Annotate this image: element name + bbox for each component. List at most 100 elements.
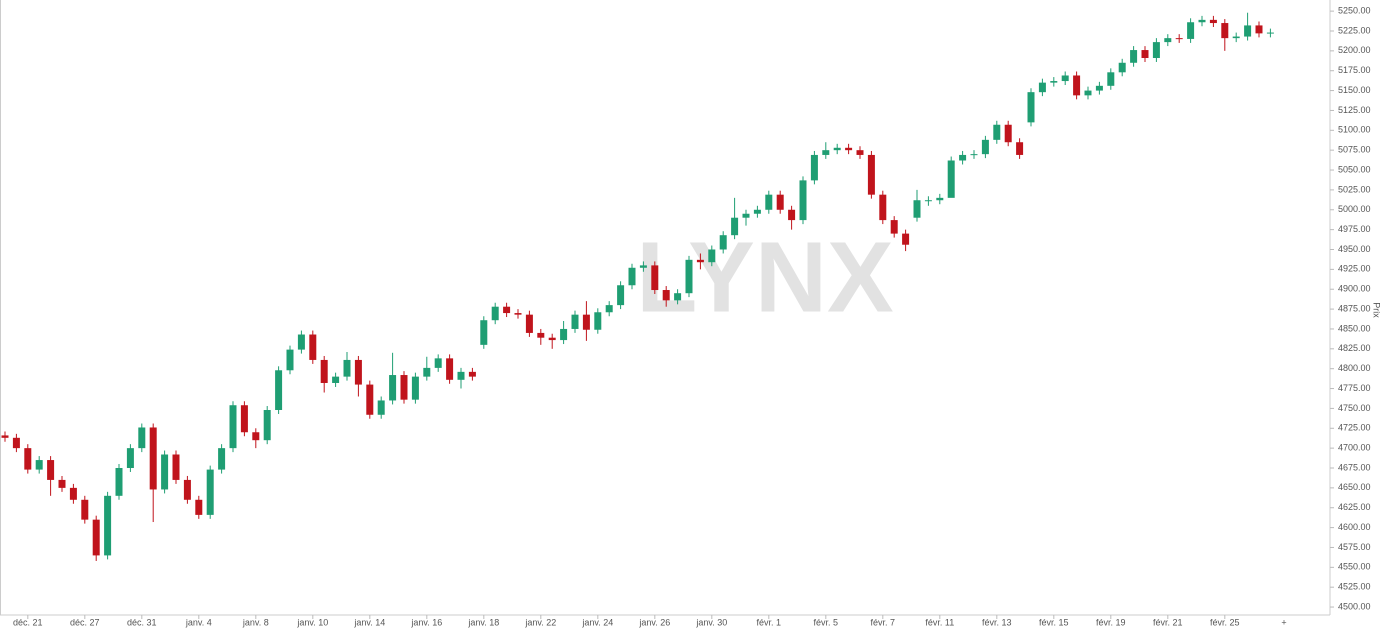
candle-body: [822, 150, 830, 155]
candle-body: [309, 334, 317, 360]
candle-body: [947, 160, 955, 198]
x-tick-label: janv. 24: [581, 617, 613, 627]
y-tick-label: 5050.00: [1338, 164, 1371, 174]
y-tick-label: 4825.00: [1338, 343, 1371, 353]
candle-body: [742, 213, 750, 218]
x-tick-label: févr. 13: [982, 617, 1012, 627]
candle-body: [35, 460, 43, 470]
candle-body: [582, 314, 590, 330]
y-tick-label: 4850.00: [1338, 323, 1371, 333]
candle-body: [856, 150, 864, 155]
candle-body: [172, 454, 180, 480]
candle-body: [1209, 19, 1217, 24]
candle-body: [252, 432, 260, 441]
y-tick-label: 4800.00: [1338, 363, 1371, 373]
candle-body: [1198, 19, 1206, 23]
candle-body: [1266, 32, 1274, 34]
y-tick-label: 4700.00: [1338, 443, 1371, 453]
candle-body: [1118, 62, 1126, 73]
candle-body: [970, 154, 978, 156]
candle-body: [47, 460, 55, 480]
candle-body: [423, 367, 431, 377]
y-tick-label: 4925.00: [1338, 264, 1371, 274]
candle-body: [719, 235, 727, 250]
x-tick-label: janv. 26: [638, 617, 670, 627]
candle-body: [685, 259, 693, 294]
candle-body: [503, 306, 511, 314]
candle-body: [1141, 50, 1149, 59]
candle-body: [468, 371, 476, 377]
candle-body: [12, 437, 20, 449]
candle-body: [731, 217, 739, 236]
y-tick-label: 5100.00: [1338, 125, 1371, 135]
candle-body: [674, 293, 682, 301]
y-tick-label: 5250.00: [1338, 5, 1371, 15]
y-tick-label: 4575.00: [1338, 542, 1371, 552]
candle-body: [1073, 75, 1081, 96]
candle-body: [776, 194, 784, 210]
candle-body: [810, 154, 818, 181]
candle-body: [833, 147, 841, 151]
y-tick-label: 4625.00: [1338, 502, 1371, 512]
candle-body: [548, 337, 556, 341]
candle-body: [343, 359, 351, 377]
candle-body: [799, 180, 807, 221]
candle-body: [1244, 25, 1252, 37]
x-tick-label: févr. 7: [871, 617, 896, 627]
x-tick-label: janv. 22: [524, 617, 556, 627]
candle-body: [126, 448, 134, 469]
candle-body: [161, 454, 169, 490]
y-tick-label: 4900.00: [1338, 284, 1371, 294]
candle-body: [981, 139, 989, 155]
y-tick-label: 4750.00: [1338, 403, 1371, 413]
candle-body: [1107, 72, 1115, 86]
y-tick-label: 4500.00: [1338, 601, 1371, 611]
candle-body: [183, 479, 191, 500]
x-tick-label: févr. 11: [925, 617, 954, 627]
candle-body: [457, 371, 465, 380]
candle-body: [206, 469, 214, 515]
y-tick-label: 5000.00: [1338, 204, 1371, 214]
y-tick-label: 4600.00: [1338, 522, 1371, 532]
y-tick-label: 5025.00: [1338, 184, 1371, 194]
candle-body: [218, 448, 226, 470]
candle-body: [525, 314, 533, 333]
candle-body: [377, 400, 385, 415]
candle-body: [1004, 124, 1012, 143]
candle-body: [58, 479, 66, 488]
candle-body: [913, 200, 921, 218]
candle-body: [924, 200, 932, 202]
candle-body: [434, 358, 442, 368]
x-tick-label: janv. 18: [467, 617, 499, 627]
candle-body: [708, 249, 716, 263]
candle-body: [936, 197, 944, 201]
candle-body: [514, 313, 522, 315]
candle-body: [286, 349, 294, 371]
candle-body: [491, 306, 499, 321]
candle-body: [1038, 82, 1046, 93]
y-tick-label: 5150.00: [1338, 85, 1371, 95]
candle-body: [275, 370, 283, 410]
x-tick-label: déc. 31: [127, 617, 157, 627]
candle-body: [867, 154, 875, 195]
candle-body: [1016, 142, 1024, 155]
candle-body: [1255, 25, 1263, 34]
x-tick-label: janv. 16: [410, 617, 442, 627]
candle-body: [24, 448, 32, 470]
candle-body: [1221, 23, 1229, 39]
candle-body: [115, 468, 123, 496]
y-tick-label: 4675.00: [1338, 462, 1371, 472]
x-tick-label: déc. 21: [13, 617, 43, 627]
candle-body: [879, 194, 887, 221]
candle-body: [617, 285, 625, 306]
y-tick-label: 4875.00: [1338, 303, 1371, 313]
candle-body: [993, 124, 1001, 140]
candle-body: [195, 499, 203, 515]
y-axis-label: Prix: [1372, 302, 1382, 318]
candle-body: [1084, 90, 1092, 96]
y-tick-label: 4975.00: [1338, 224, 1371, 234]
y-tick-label: 5200.00: [1338, 45, 1371, 55]
x-tick-label: janv. 4: [185, 617, 212, 627]
